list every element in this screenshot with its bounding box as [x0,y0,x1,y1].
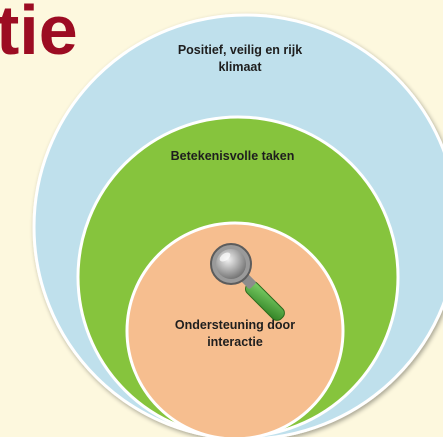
page-title: tie [0,0,78,69]
outer-ring-label: Positief, veilig en rijk klimaat [177,43,303,74]
inner-ring-label: Ondersteuning door interactie [174,318,296,349]
middle-ring-label: Betekenisvolle taken [170,149,295,163]
magnifying-glass-icon [210,243,285,321]
inner-ring [125,221,345,437]
